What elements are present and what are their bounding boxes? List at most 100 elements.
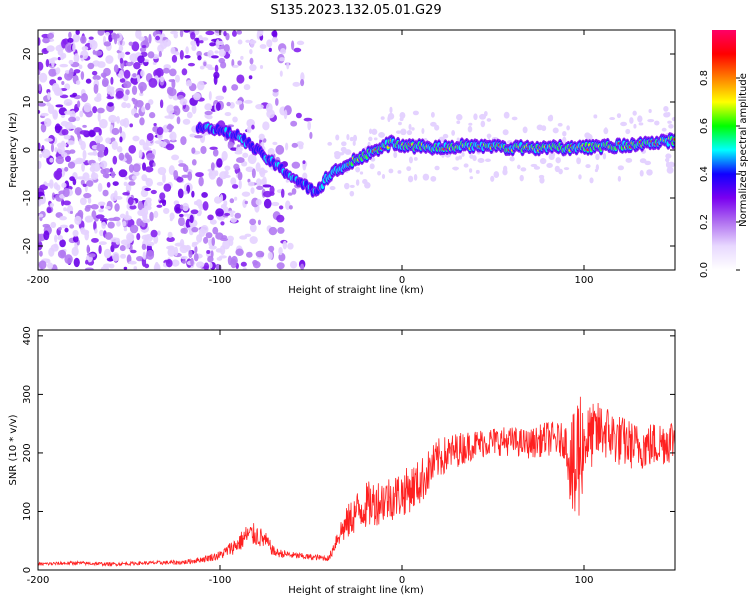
spectrogram-cell [463, 163, 469, 168]
spectrogram-cell [137, 55, 145, 64]
spectrogram-cell [236, 30, 243, 35]
spectrogram-cell [156, 204, 163, 208]
spectrogram-cell [38, 83, 42, 92]
spectrogram-cell [212, 226, 219, 235]
spectrogram-cell [136, 218, 143, 227]
spectrogram-cell [249, 57, 254, 65]
spectrogram-cell [59, 239, 66, 248]
spectrogram-cell [168, 165, 175, 176]
spectrogram-cell [97, 201, 106, 206]
spectrogram-cell [49, 202, 55, 208]
spectrogram-cell [632, 110, 637, 116]
spectrogram-cell [123, 69, 131, 79]
spectrogram-cell [335, 134, 340, 141]
spectrogram-cell [142, 251, 146, 260]
colorbar-tick-label: 0.4 [699, 166, 710, 182]
spectrogram-cell [57, 144, 65, 155]
spectrogram-cell [78, 138, 83, 146]
spectrogram-cell [398, 121, 402, 126]
spectrogram-cell [57, 234, 64, 241]
spectrogram-cell [355, 179, 360, 186]
spectrogram-cell [283, 109, 288, 120]
snr-series-line [38, 396, 675, 567]
spectrogram-cell [549, 151, 556, 158]
spectrogram-cell [259, 167, 266, 178]
spectrogram-cell [140, 70, 145, 77]
spectrogram-cell [112, 155, 118, 165]
spectrogram-cell [103, 41, 112, 47]
y-tick-label: 10 [22, 96, 33, 109]
spectrogram-cell [147, 51, 155, 59]
spectrogram-cell [119, 57, 124, 64]
spectrogram-cell [452, 166, 460, 171]
spectrogram-cell [654, 120, 660, 126]
spectrogram-cell [97, 112, 101, 122]
spectrogram-cell [163, 183, 172, 192]
spectrogram-cell [116, 146, 123, 153]
spectrogram-cell [209, 42, 216, 47]
spectrogram-cell [247, 181, 255, 187]
spectrogram-cell [486, 118, 492, 122]
spectrogram-cell [102, 172, 110, 179]
spectrogram-cell [625, 128, 631, 135]
spectrogram-cell [380, 116, 385, 120]
spectrogram-cell [258, 133, 265, 141]
spectrogram-cell [377, 170, 382, 176]
spectrogram-cell [522, 126, 528, 134]
spectrogram-cell [288, 205, 293, 210]
spectrogram-cell [230, 177, 237, 186]
spectrogram-cell [61, 128, 69, 136]
spectrogram-cell [193, 201, 198, 205]
spectrogram-cell [89, 40, 98, 50]
spectrogram-cell [135, 30, 142, 39]
spectrogram-cell [242, 267, 247, 270]
spectrogram-cell [266, 39, 273, 48]
spectrogram-cell [98, 150, 103, 158]
spectrogram-cell [249, 64, 257, 72]
spectrogram-cell [143, 147, 152, 151]
spectrogram-cell [103, 248, 112, 259]
spectrogram-cell [637, 115, 643, 123]
spectrogram-cell [546, 162, 553, 168]
spectrogram-cell [230, 212, 234, 218]
spectrogram-cell [181, 260, 186, 264]
spectrogram-cell [91, 237, 99, 243]
spectrogram-cell [104, 31, 110, 36]
spectrogram-cell [38, 200, 44, 205]
spectrogram-cell [300, 79, 305, 87]
spectrogram-cell [87, 62, 95, 70]
spectrogram-cell [96, 107, 105, 114]
spectrogram-cell [252, 261, 261, 269]
spectrogram-cell [633, 123, 637, 129]
spectrogram-cell [208, 169, 217, 180]
spectrogram-cell [105, 137, 112, 144]
spectrogram-cell [563, 167, 570, 171]
spectrogram-cell [64, 110, 73, 115]
spectrogram-cell [179, 30, 184, 38]
spectrogram-cell [456, 120, 461, 125]
spectrogram-cell [378, 131, 385, 138]
spectrogram-cell [291, 40, 295, 51]
spectrogram-cell [141, 44, 147, 49]
spectrogram-cell [665, 153, 672, 159]
spectrogram-cell [110, 171, 116, 179]
spectrogram-cell [177, 216, 185, 227]
spectrogram-cell [201, 37, 209, 41]
spectrogram-cell [295, 112, 302, 119]
spectrogram-cell [184, 54, 191, 59]
spectrogram-cell [127, 197, 134, 206]
spectrogram-cell [185, 80, 193, 87]
spectrogram-cell [280, 48, 287, 55]
spectrogram-cell [244, 99, 253, 104]
spectrogram-cell [249, 49, 253, 55]
y-tick-label: -20 [22, 238, 33, 254]
spectrogram-cell [237, 171, 243, 181]
spectrogram-cell [67, 140, 75, 146]
spectrogram-cell [287, 242, 294, 250]
spectrogram-cell [486, 133, 492, 139]
spectrogram-cell [52, 109, 58, 119]
spectrogram-cell [141, 257, 147, 267]
spectrogram-cell [237, 39, 243, 45]
spectrogram-cell [201, 192, 208, 198]
spectrogram-cell [99, 118, 108, 129]
